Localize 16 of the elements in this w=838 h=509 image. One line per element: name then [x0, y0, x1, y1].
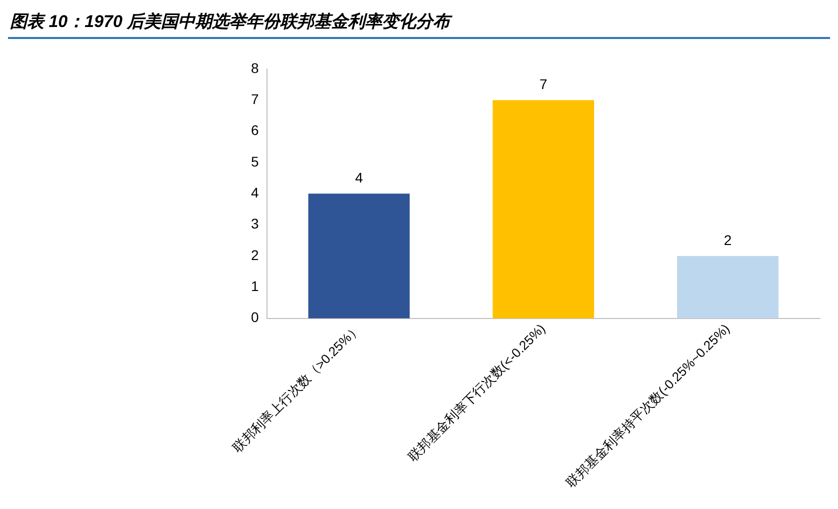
- y-tick-label: 4: [250, 184, 259, 201]
- bar: [308, 194, 410, 318]
- y-tick-label: 0: [250, 309, 259, 326]
- data-label: 2: [724, 232, 732, 248]
- y-tick-label: 6: [250, 122, 259, 138]
- y-tick-label: 8: [250, 60, 259, 76]
- y-tick-label: 2: [250, 246, 259, 263]
- chart-title: 图表 10：1970 后美国中期选举年份联邦基金利率变化分布: [8, 8, 830, 39]
- y-tick-label: 3: [250, 216, 259, 232]
- y-tick-label: 7: [250, 91, 259, 108]
- bar: [677, 256, 779, 318]
- bar: [492, 100, 594, 318]
- y-tick-label: 1: [250, 278, 259, 294]
- data-label: 7: [539, 76, 548, 92]
- y-tick-label: 5: [250, 153, 259, 170]
- data-label: 4: [355, 170, 364, 186]
